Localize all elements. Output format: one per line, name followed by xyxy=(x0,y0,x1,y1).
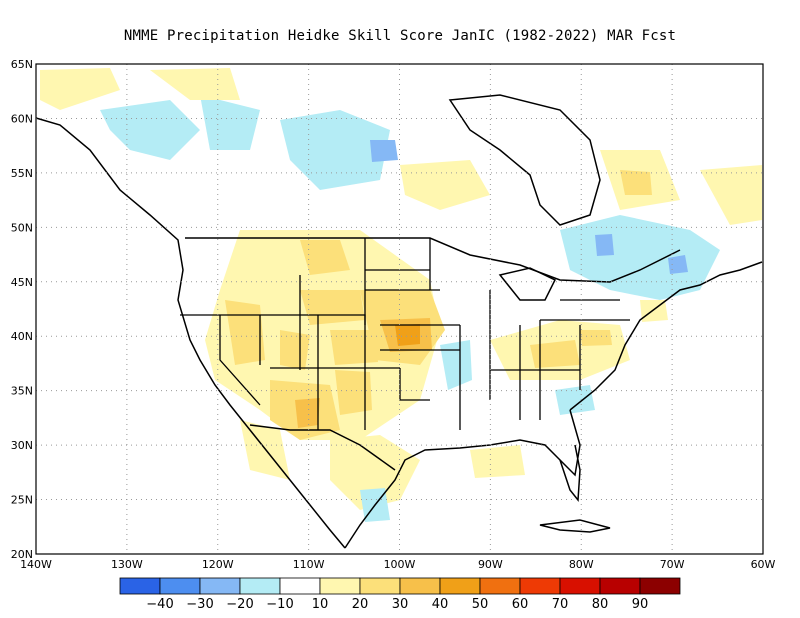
state-boundaries-layer xyxy=(180,238,630,430)
shade-east-yellow xyxy=(700,165,762,225)
shade-north-blue-3 xyxy=(280,110,390,190)
colorbar-label: 40 xyxy=(432,597,449,612)
colorbar-label: 60 xyxy=(512,597,529,612)
shade-montana-yellow-30 xyxy=(300,240,350,275)
shade-virginia-yellow xyxy=(580,330,612,346)
shade-north-blue-dark xyxy=(370,140,398,162)
colorbar-labels: −40 −30 −20 −10 10 20 30 40 50 60 70 80 90 xyxy=(146,597,648,612)
colorbar-label: 80 xyxy=(592,597,609,612)
colorbar-bin xyxy=(119,577,161,595)
latitude-tick-labels: 65N 60N 55N 50N 45N 40N 35N 30N 25N 20N xyxy=(11,58,33,561)
shade-nevada-yellow-30 xyxy=(225,300,265,365)
colorbar-label: −30 xyxy=(186,597,213,612)
lon-tick-label: 110W xyxy=(293,558,325,571)
shade-north-blue-2 xyxy=(200,95,260,150)
graticule xyxy=(36,64,763,554)
shade-north-yellow-3 xyxy=(400,160,490,210)
longitude-tick-labels: 140W 130W 120W 110W 100W 90W 80W 70W 60W xyxy=(20,558,775,571)
shade-north-yellow xyxy=(40,68,120,110)
colorbar-label: 10 xyxy=(312,597,329,612)
colorbar-bin xyxy=(279,577,321,595)
colorbar-bin xyxy=(559,577,601,595)
colorbar-label: −20 xyxy=(226,597,253,612)
map-title: NMME Precipitation Heidke Skill Score Ja… xyxy=(123,28,677,44)
shade-texas-yellow xyxy=(330,435,420,510)
skill-shading-layer xyxy=(40,68,762,522)
shade-carolina-blue xyxy=(555,385,595,415)
atlantic-coast xyxy=(569,261,763,411)
lat-tick-label: 55N xyxy=(11,167,33,180)
colorbar-bin xyxy=(359,577,401,595)
shade-utah-yellow-30 xyxy=(280,330,310,370)
cuba xyxy=(539,519,611,533)
colorbar-bin xyxy=(479,577,521,595)
lon-tick-label: 140W xyxy=(20,558,52,571)
lat-tick-label: 60N xyxy=(11,112,33,125)
lat-tick-label: 35N xyxy=(11,385,33,398)
shade-okla-blue xyxy=(440,340,472,390)
shade-arizona-orange xyxy=(295,398,320,428)
lon-tick-label: 60W xyxy=(751,558,776,571)
shade-west-yellow xyxy=(205,230,440,440)
colorbar-bin xyxy=(239,577,281,595)
lat-tick-label: 20N xyxy=(11,548,33,561)
state-lines-plains xyxy=(364,238,460,401)
colorbar-bin xyxy=(319,577,361,595)
lon-tick-label: 120W xyxy=(202,558,234,571)
colorbar xyxy=(119,577,681,595)
colorbar-label: 90 xyxy=(632,597,649,612)
lon-tick-label: 90W xyxy=(478,558,503,571)
state-lines-east xyxy=(459,290,630,430)
colorbar-label: 50 xyxy=(472,597,489,612)
colorbar-bin xyxy=(399,577,441,595)
lon-tick-label: 130W xyxy=(111,558,143,571)
shade-north-blue xyxy=(100,100,200,160)
shade-newmexico-yellow xyxy=(335,370,372,415)
hudson-bay xyxy=(448,94,601,226)
lat-tick-label: 30N xyxy=(11,439,33,452)
great-lakes xyxy=(498,267,557,301)
lon-tick-label: 100W xyxy=(384,558,416,571)
colorbar-label: 30 xyxy=(392,597,409,612)
colorbar-bin xyxy=(639,577,681,595)
colorbar-bin xyxy=(519,577,561,595)
shade-north-yellow-2 xyxy=(150,68,240,100)
lat-tick-label: 40N xyxy=(11,330,33,343)
lat-tick-label: 50N xyxy=(11,221,33,234)
colorbar-bin xyxy=(599,577,641,595)
lon-tick-label: 80W xyxy=(569,558,594,571)
colorbar-bin xyxy=(439,577,481,595)
coastline-layer xyxy=(35,94,763,549)
shade-plains-orange-max xyxy=(395,324,420,346)
colorbar-label: −10 xyxy=(266,597,293,612)
lat-tick-label: 25N xyxy=(11,494,33,507)
lat-tick-label: 65N xyxy=(11,58,33,71)
shade-colorado-yellow-30 xyxy=(330,330,378,365)
lon-tick-label: 70W xyxy=(660,558,685,571)
shade-wyoming-yellow-30 xyxy=(300,290,365,325)
florida xyxy=(559,444,581,502)
map-plot-area xyxy=(35,63,764,555)
lat-tick-label: 45N xyxy=(11,276,33,289)
shade-maine-blue-dark xyxy=(668,255,688,274)
colorbar-label: 20 xyxy=(352,597,369,612)
pacific-coast xyxy=(35,117,346,549)
map-frame xyxy=(35,63,764,555)
shade-quebec-blue-dark xyxy=(595,234,614,256)
us-mexico-border xyxy=(249,424,396,471)
colorbar-bin xyxy=(199,577,241,595)
colorbar-bin xyxy=(159,577,201,595)
shade-ohio-yellow-30 xyxy=(530,340,580,368)
shade-hudson-yellow-2 xyxy=(620,170,652,195)
colorbar-label: −40 xyxy=(146,597,173,612)
gulf-coast xyxy=(344,409,581,549)
shade-ne-yellow xyxy=(640,300,668,322)
shade-gulf-yellow xyxy=(470,445,525,478)
colorbar-label: 70 xyxy=(552,597,569,612)
